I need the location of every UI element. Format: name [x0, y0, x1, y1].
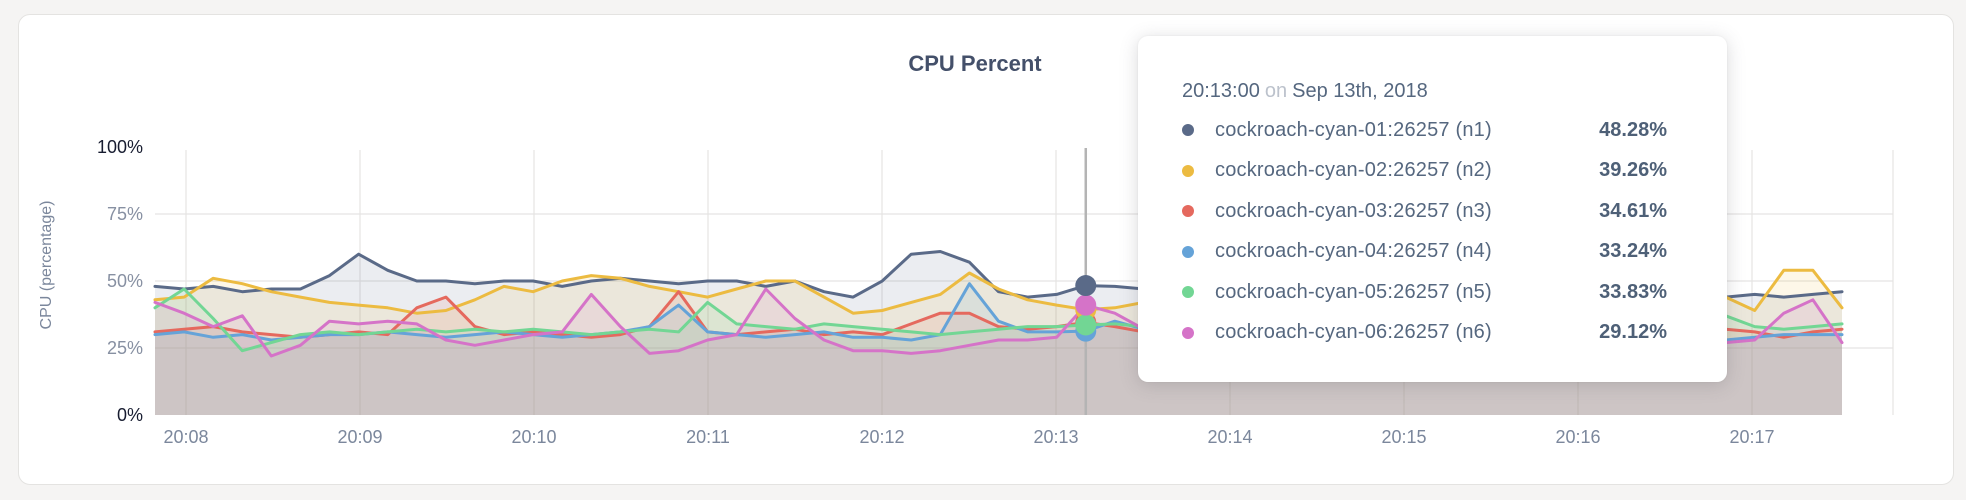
hover-dot: [1075, 275, 1097, 297]
y-axis-title: CPU (percentage): [38, 200, 55, 330]
tooltip-date: Sep 13th, 2018: [1292, 80, 1428, 102]
hover-dot: [1075, 314, 1097, 336]
series-color-dot-icon: [1182, 164, 1194, 177]
x-tick-label: 20:09: [337, 427, 382, 447]
tooltip-header: 20:13:00 on Sep 13th, 2018: [1182, 80, 1667, 102]
y-tick-label: 100%: [97, 137, 143, 157]
series-area: [155, 283, 1842, 415]
series-color-dot-icon: [1182, 124, 1194, 137]
tooltip-row-label: cockroach-cyan-04:26257 (n4): [1215, 240, 1492, 263]
x-tick-label: 20:15: [1381, 427, 1426, 447]
tooltip-row-value: 48.28%: [1599, 118, 1667, 141]
series-area: [155, 289, 1842, 415]
tooltip-row-label: cockroach-cyan-02:26257 (n2): [1215, 159, 1492, 182]
tooltip-row-label: cockroach-cyan-05:26257 (n5): [1215, 280, 1492, 303]
tooltip-time: 20:13:00: [1182, 80, 1260, 102]
tooltip-row: cockroach-cyan-04:26257 (n4) 33.24%: [1182, 232, 1667, 273]
x-tick-label: 20:08: [163, 427, 208, 447]
tooltip-rows: cockroach-cyan-01:26257 (n1) 48.28% cockro…: [1182, 110, 1667, 353]
series-color-dot-icon: [1182, 245, 1194, 258]
hover-tooltip: 20:13:00 on Sep 13th, 2018 cockroach-cyan-…: [1138, 36, 1727, 382]
x-tick-label: 20:17: [1729, 427, 1774, 447]
tooltip-row: cockroach-cyan-02:26257 (n2) 39.26%: [1182, 151, 1667, 192]
tooltip-row: cockroach-cyan-01:26257 (n1) 48.28%: [1182, 110, 1667, 151]
tooltip-row-value: 34.61%: [1599, 199, 1667, 222]
x-tick-label: 20:11: [686, 427, 730, 447]
tooltip-row-label: cockroach-cyan-06:26257 (n6): [1215, 321, 1492, 344]
series-area: [155, 289, 1842, 415]
series-color-dot-icon: [1182, 326, 1194, 339]
tooltip-row-label: cockroach-cyan-03:26257 (n3): [1215, 199, 1492, 222]
tooltip-row-label: cockroach-cyan-01:26257 (n1): [1215, 118, 1492, 141]
series-color-dot-icon: [1182, 286, 1194, 299]
series-color-dot-icon: [1182, 205, 1194, 218]
x-tick-label: 20:14: [1207, 427, 1252, 447]
tooltip-conjunction: on: [1264, 80, 1288, 102]
tooltip-row: cockroach-cyan-05:26257 (n5) 33.83%: [1182, 272, 1667, 313]
tooltip-row-value: 29.12%: [1599, 321, 1667, 344]
y-tick-label: 0%: [117, 405, 143, 425]
x-tick-label: 20:10: [511, 427, 556, 447]
y-tick-label: 75%: [107, 204, 143, 224]
series-area: [155, 291, 1842, 415]
y-tick-label: 50%: [107, 271, 143, 291]
x-tick-label: 20:16: [1555, 427, 1600, 447]
tooltip-row-value: 33.24%: [1599, 240, 1667, 263]
tooltip-row-value: 33.83%: [1599, 280, 1667, 303]
tooltip-row: cockroach-cyan-03:26257 (n3) 34.61%: [1182, 191, 1667, 232]
x-tick-label: 20:12: [859, 427, 904, 447]
x-tick-label: 20:13: [1033, 427, 1078, 447]
chart-title: CPU Percent: [908, 51, 1042, 76]
hover-dot: [1075, 294, 1097, 316]
tooltip-row: cockroach-cyan-06:26257 (n6) 29.12%: [1182, 313, 1667, 354]
y-tick-label: 25%: [107, 338, 143, 358]
tooltip-row-value: 39.26%: [1599, 159, 1667, 182]
